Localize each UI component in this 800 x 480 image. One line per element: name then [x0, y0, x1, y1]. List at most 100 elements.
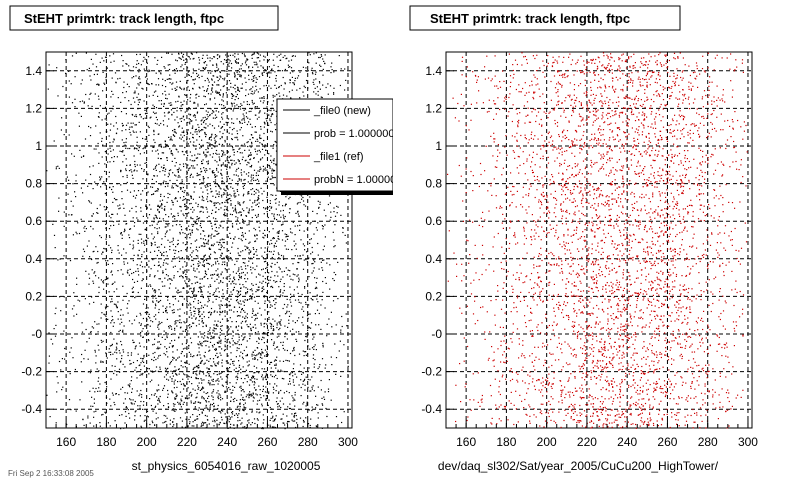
data-point [252, 188, 254, 190]
data-point [229, 274, 231, 276]
data-point [192, 87, 194, 89]
data-point [278, 392, 280, 394]
data-point [263, 261, 266, 263]
data-point [91, 215, 93, 217]
data-point [113, 138, 115, 140]
data-point [242, 113, 244, 115]
data-point [256, 411, 258, 413]
data-point [289, 299, 291, 301]
data-point [258, 342, 260, 344]
data-point [154, 214, 156, 216]
data-point [160, 343, 162, 345]
data-point [266, 113, 268, 115]
data-point [154, 303, 157, 305]
data-point [121, 344, 123, 346]
data-point [157, 95, 159, 97]
data-point [209, 329, 211, 331]
data-point [257, 196, 259, 198]
data-point [266, 196, 268, 198]
data-point [106, 67, 108, 69]
data-point [226, 83, 228, 85]
data-point [219, 331, 221, 334]
data-point [176, 179, 178, 181]
data-point [301, 198, 303, 200]
data-point [172, 375, 174, 377]
data-point [205, 427, 207, 429]
data-point [240, 322, 242, 324]
data-point [276, 240, 278, 242]
data-point [325, 407, 327, 410]
data-point [248, 395, 250, 397]
data-point [205, 340, 207, 342]
data-point [183, 287, 185, 289]
data-point [165, 168, 167, 170]
data-point [272, 325, 274, 327]
data-point [110, 247, 112, 249]
data-point [204, 132, 206, 134]
data-point [115, 349, 117, 351]
data-point [212, 172, 214, 174]
data-point [216, 230, 218, 232]
data-point [88, 67, 90, 69]
data-point [134, 419, 136, 421]
data-point [251, 206, 253, 208]
data-point [294, 394, 296, 396]
data-point [244, 321, 247, 323]
data-point [190, 76, 192, 78]
data-point [264, 349, 266, 351]
data-point [193, 290, 195, 292]
data-point [98, 116, 100, 118]
data-point [247, 193, 249, 195]
data-point [271, 170, 273, 172]
data-point [320, 261, 322, 263]
data-point [54, 247, 56, 249]
data-point [193, 114, 196, 116]
data-point [310, 327, 312, 329]
data-point [262, 165, 264, 167]
data-point [215, 348, 217, 351]
data-point [221, 126, 223, 128]
data-point [219, 373, 221, 375]
data-point [57, 95, 59, 97]
data-point [323, 209, 325, 211]
data-point [148, 260, 150, 262]
data-point [71, 214, 73, 216]
data-point [230, 108, 232, 110]
data-point [249, 394, 251, 396]
data-point [177, 239, 179, 241]
data-point [126, 63, 128, 65]
data-point [132, 286, 134, 288]
data-point [232, 330, 234, 332]
data-point [194, 131, 196, 133]
data-point [180, 360, 182, 362]
data-point [128, 65, 130, 67]
data-point [206, 419, 209, 421]
data-point [158, 211, 160, 214]
data-point [123, 248, 125, 250]
data-point [133, 92, 135, 94]
data-point [203, 316, 205, 318]
data-point [281, 397, 283, 399]
data-point [55, 307, 57, 309]
data-point [188, 113, 190, 115]
data-point [112, 93, 114, 95]
data-point [206, 336, 208, 338]
data-point [220, 207, 222, 209]
data-point [271, 104, 273, 106]
data-point [169, 64, 171, 66]
data-point [228, 80, 231, 82]
data-point [162, 387, 165, 389]
data-point [274, 359, 276, 361]
data-point [104, 411, 106, 413]
data-point [147, 296, 150, 298]
data-point [152, 258, 154, 260]
data-point [209, 257, 211, 259]
data-point [157, 326, 159, 328]
data-point [178, 57, 180, 59]
data-point [333, 271, 335, 274]
data-point [318, 207, 320, 209]
data-point [166, 159, 168, 161]
data-point [282, 413, 284, 415]
data-point [176, 220, 178, 222]
data-point [272, 113, 274, 115]
